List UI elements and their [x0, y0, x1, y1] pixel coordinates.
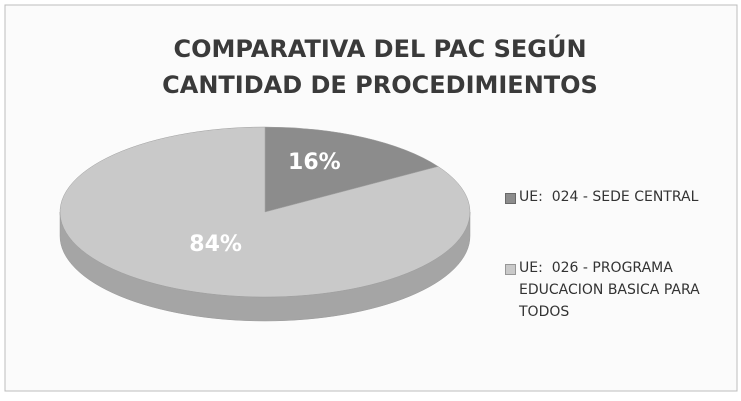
legend-swatch	[505, 193, 516, 204]
legend-swatch	[505, 264, 516, 275]
chart-title: COMPARATIVA DEL PAC SEGÚN	[173, 33, 586, 63]
legend-label: UE: 026 - PROGRAMA EDUCACION BASICA PARA…	[519, 260, 705, 320]
data-label: 16%	[288, 150, 341, 175]
slice	[264, 126, 439, 213]
legend-label: UE: 024 - SEDE CENTRAL	[519, 189, 699, 205]
slice	[59, 126, 471, 298]
chart-title: CANTIDAD DE PROCEDIMIENTOS	[162, 71, 598, 99]
data-label: 84%	[189, 232, 242, 257]
